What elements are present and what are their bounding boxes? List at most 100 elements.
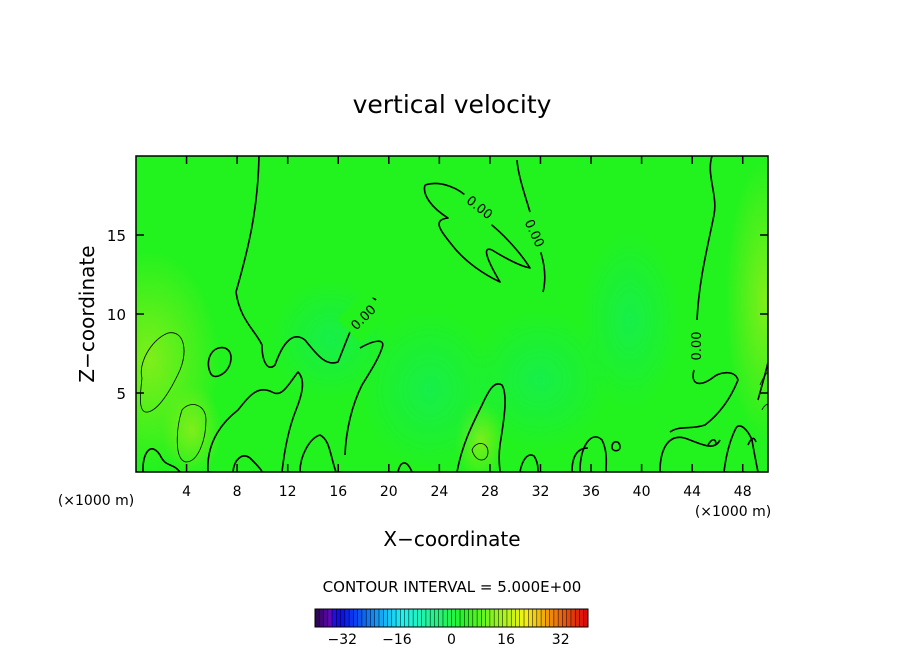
y-axis-label: Z−coordinate [75, 245, 99, 382]
contour-line [659, 436, 721, 472]
colorbar-cell [511, 609, 516, 627]
contour-line [344, 340, 384, 456]
x-axis-label: X−coordinate [383, 527, 520, 551]
colorbar-cell [481, 609, 486, 627]
colorbar-cell [524, 609, 529, 627]
chart-title: vertical velocity [353, 90, 552, 119]
colorbar-cell [315, 609, 320, 627]
contour-line [539, 249, 546, 293]
colorbar-cell [353, 609, 358, 627]
colorbar-cell [344, 609, 350, 627]
contour-interval-label: CONTOUR INTERVAL = 5.000E+00 [323, 578, 582, 596]
colorbar-cell [425, 609, 431, 627]
colorbar-cell [460, 609, 465, 627]
contour-label: 0.00 [690, 332, 705, 361]
colorbar-cell [413, 609, 418, 627]
colorbar-cell [374, 609, 380, 627]
x-tick-label: 48 [734, 484, 752, 500]
contour-line [207, 346, 232, 378]
colorbar-cell [553, 609, 559, 627]
colorbar-cell [549, 609, 555, 627]
contour-line [747, 437, 757, 446]
colorbar-cell [477, 609, 482, 627]
colorbar-cell [442, 609, 448, 627]
colorbar-cell [332, 609, 337, 627]
x-tick-label: 4 [182, 484, 191, 500]
contour-line [611, 440, 621, 452]
colorbar-cell [545, 609, 550, 627]
contour-line [423, 184, 531, 283]
colorbar-cell [583, 609, 589, 627]
x-unit-left: (×1000 m) [58, 493, 134, 509]
x-tick-label: 12 [279, 484, 297, 500]
colorbar-cell [366, 609, 371, 627]
colorbar-cell [417, 609, 422, 627]
colorbar-cell [319, 609, 324, 627]
colorbar-cell [447, 609, 452, 627]
contour-lines [139, 156, 768, 472]
colorbar-cell [370, 609, 376, 627]
colorbar-cell [579, 609, 585, 627]
x-unit-right: (×1000 m) [695, 504, 771, 520]
colorbar-cell [455, 609, 461, 627]
contour-line [397, 462, 413, 472]
colorbar-cell [340, 609, 346, 627]
colorbar-cell [361, 609, 367, 627]
colorbar-cell [434, 609, 440, 627]
colorbar-cell [485, 609, 491, 627]
contour-line [579, 436, 608, 472]
x-tick-label: 20 [380, 484, 398, 500]
heatmap-field [136, 156, 768, 472]
colorbar-cell [506, 609, 512, 627]
colorbar [314, 608, 589, 628]
colorbar-cell [336, 609, 341, 627]
colorbar-cell [472, 609, 478, 627]
colorbar-cell [528, 609, 533, 627]
x-tick-label: 8 [233, 484, 242, 500]
contour-line [142, 448, 181, 472]
colorbar-ticks: −32 −16 0 16 32 [328, 632, 570, 648]
colorbar-cell [519, 609, 525, 627]
colorbar-cell [349, 609, 354, 627]
colorbar-cell [357, 609, 363, 627]
contour-line [707, 438, 717, 446]
colorbar-cell [468, 609, 474, 627]
colorbar-cell [396, 609, 401, 627]
colorbar-cell [536, 609, 542, 627]
colorbar-cell [408, 609, 414, 627]
contour-line [176, 404, 207, 463]
y-ticks: 5 10 15 [107, 227, 768, 403]
x-tick-label: 44 [683, 484, 701, 500]
colorbar-cell [566, 609, 572, 627]
contour-line [571, 447, 589, 472]
colorbar-cell [494, 609, 499, 627]
colorbar-cell [498, 609, 503, 627]
contour-line [516, 159, 531, 213]
colorbar-cell [400, 609, 405, 627]
x-tick-label: 28 [481, 484, 499, 500]
colorbar-cell [532, 609, 538, 627]
colorbar-cell [383, 609, 388, 627]
colorbar-cell [570, 609, 576, 627]
x-tick-label: 40 [633, 484, 651, 500]
colorbar-cell [575, 609, 580, 627]
y-tick-label: 15 [107, 227, 126, 245]
colorbar-cell [541, 609, 546, 627]
x-tick-label: 36 [582, 484, 600, 500]
x-tick-label: 24 [430, 484, 448, 500]
colorbar-tick-label: 32 [552, 632, 570, 648]
colorbar-cell [430, 609, 435, 627]
contour-line [456, 383, 506, 472]
colorbar-cell [489, 609, 495, 627]
colorbar-tick-label: 0 [447, 632, 456, 648]
contour-line [299, 434, 337, 472]
contour-line [519, 454, 539, 472]
colorbar-cell [387, 609, 393, 627]
colorbar-cell [515, 609, 521, 627]
colorbar-cell [502, 609, 508, 627]
colorbar-cell [404, 609, 410, 627]
colorbar-cell [438, 609, 444, 627]
y-tick-label: 5 [116, 385, 126, 403]
colorbar-frame [314, 608, 589, 628]
